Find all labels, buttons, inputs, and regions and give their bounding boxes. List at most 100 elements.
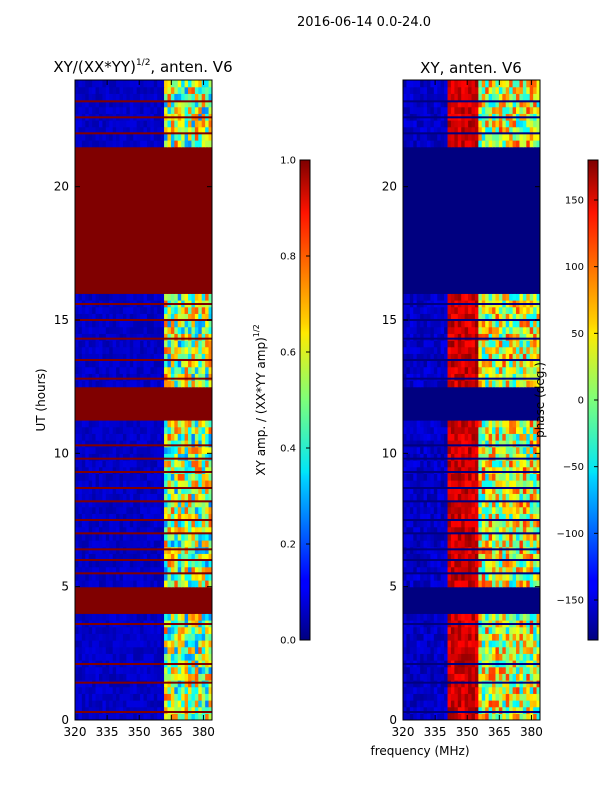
heatmap-cell [198,293,203,301]
heatmap-cell [468,613,473,621]
heatmap-cell [98,553,103,561]
heatmap-cell [457,553,462,561]
heatmap-cell [92,653,97,661]
heatmap-cell [140,360,145,368]
heatmap-cell [126,460,131,468]
heatmap-cell [143,286,148,294]
heatmap-cell [191,640,196,648]
heatmap-cell [122,306,127,314]
heatmap-cell [481,626,486,634]
heatmap-cell [126,353,131,361]
heatmap-cell [160,626,165,634]
heatmap-cell [150,626,155,634]
heatmap-cell [433,580,438,588]
heatmap-cell [509,606,514,614]
heatmap-cell [143,506,148,514]
heatmap-cell [116,453,121,461]
heatmap-cell [157,100,162,108]
heatmap-cell [85,266,90,274]
heatmap-cell [526,613,531,621]
heatmap-cell [140,420,145,428]
heatmap-cell [153,320,158,328]
heatmap-cell [116,86,121,94]
heatmap-cell [194,586,199,594]
heatmap-cell [194,153,199,161]
heatmap-cell [153,133,158,141]
heatmap-cell [136,700,141,708]
heatmap-cell [109,366,114,374]
heatmap-cell [95,253,100,261]
heatmap-cell [464,586,469,594]
heatmap-cell [109,686,114,694]
heatmap-cell [516,560,521,568]
heatmap-cell [78,126,83,134]
heatmap-cell [88,393,93,401]
heatmap-cell [88,326,93,334]
heatmap-cell [188,186,193,194]
heatmap-cell [78,566,83,574]
heatmap-cell [191,693,196,701]
heatmap-cell [201,246,206,254]
heatmap-cell [140,600,145,608]
heatmap-cell [167,433,172,441]
heatmap-cell [78,433,83,441]
heatmap-cell [461,553,466,561]
heatmap-cell [75,333,80,341]
heatmap-cell [78,473,83,481]
heatmap-cell [81,493,86,501]
heatmap-cell [160,573,165,581]
heatmap-cell [495,606,500,614]
heatmap-cell [167,713,172,720]
heatmap-cell [78,466,83,474]
heatmap-cell [201,233,206,241]
heatmap-cell [188,386,193,394]
heatmap-cell [88,240,93,248]
heatmap-cell [170,180,175,188]
heatmap-cell [167,700,172,708]
heatmap-cell [181,280,186,288]
heatmap-cell [92,120,97,128]
heatmap-cell [188,593,193,601]
heatmap-cell [194,640,199,648]
heatmap-cell [201,686,206,694]
heatmap-cell [164,366,169,374]
heatmap-cell [177,380,182,388]
heatmap-cell [481,593,486,601]
heatmap-cell [403,600,408,608]
heatmap-cell [153,553,158,561]
heatmap-cell [194,320,199,328]
heatmap-cell [194,313,199,321]
heatmap-cell [136,280,141,288]
heatmap-cell [122,400,127,408]
heatmap-cell [119,200,124,208]
heatmap-cell [519,613,524,621]
heatmap-cell [92,666,97,674]
heatmap-cell [119,253,124,261]
heatmap-cell [75,100,80,108]
heatmap-cell [153,466,158,474]
heatmap-cell [177,80,182,88]
heatmap-cell [164,320,169,328]
heatmap-cell [181,646,186,654]
heatmap-cell [92,486,97,494]
heatmap-cell [167,166,172,174]
heatmap-cell [88,400,93,408]
heatmap-cell [85,646,90,654]
heatmap-cell [184,220,189,228]
heatmap-cell [105,133,110,141]
heatmap-cell [143,193,148,201]
heatmap-cell [194,520,199,528]
heatmap-cell [167,533,172,541]
heatmap-cell [85,306,90,314]
heatmap-cell [133,280,138,288]
heatmap-cell [129,373,134,381]
heatmap-cell [146,193,151,201]
heatmap-cell [95,700,100,708]
heatmap-cell [184,466,189,474]
heatmap-cell [205,186,210,194]
heatmap-cell [98,460,103,468]
heatmap-cell [153,713,158,720]
heatmap-cell [129,700,134,708]
heatmap-cell [146,606,151,614]
heatmap-cell [478,560,483,568]
